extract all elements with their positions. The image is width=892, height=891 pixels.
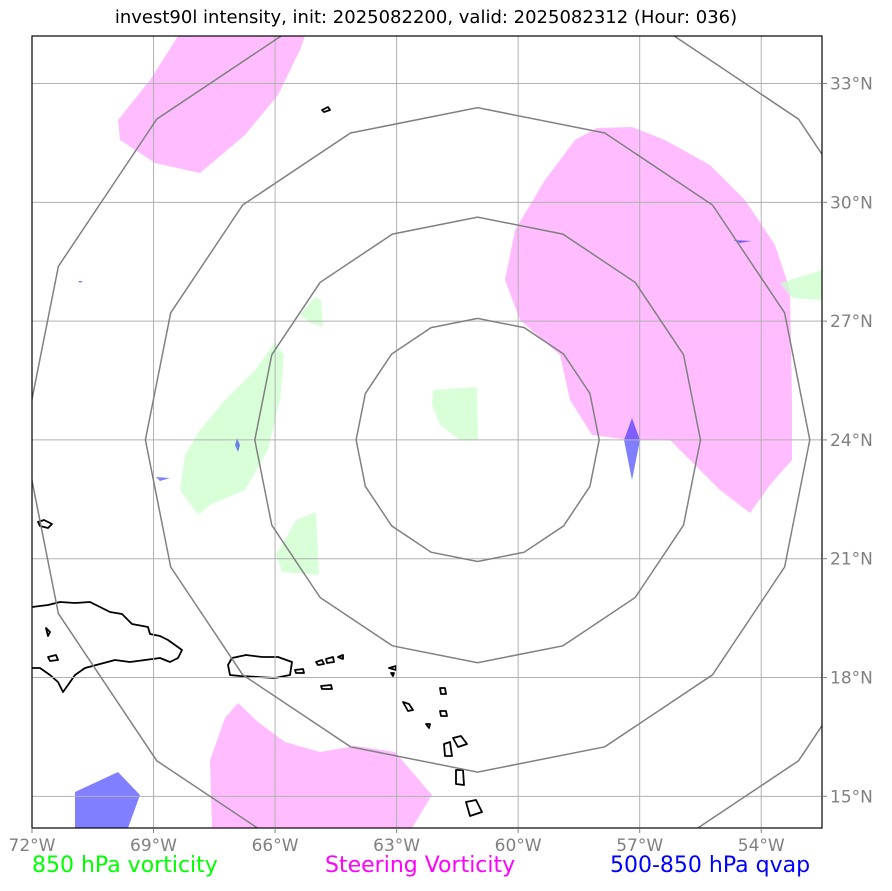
lat-tick-label: 21°N xyxy=(830,550,873,570)
coastline-small-island-7 xyxy=(337,654,344,660)
lat-tick-label: 27°N xyxy=(830,312,873,332)
steering-vorticity-area-nw xyxy=(118,36,305,173)
qvap-area-spike xyxy=(624,418,640,480)
range-ring xyxy=(32,36,822,828)
lon-tick-label: 66°W xyxy=(252,836,299,856)
steering-vorticity-area-east xyxy=(505,127,792,513)
coastline-small-island-13 xyxy=(402,701,414,712)
coastline-small-island-19 xyxy=(465,799,483,817)
legend-850-hpa-vorticity: 850 hPa vorticity xyxy=(32,853,218,878)
qvap-area-small-west xyxy=(235,438,240,452)
vorticity-850-area-small-north xyxy=(300,297,323,327)
lon-tick-label: 60°W xyxy=(495,836,542,856)
coastline-small-island-4 xyxy=(294,668,305,674)
coastline-small-island-15 xyxy=(425,723,431,729)
map-title: invest90l intensity, init: 2025082200, v… xyxy=(114,7,738,28)
legend-qvap: 500-850 hPa qvap xyxy=(610,853,811,878)
lon-tick-label: 54°W xyxy=(738,836,785,856)
coastline-small-island-3 xyxy=(45,627,51,637)
coastline-small-island-16 xyxy=(452,735,468,748)
coastline-small-island-8 xyxy=(320,684,333,690)
legend-steering-vorticity: Steering Vorticity xyxy=(325,853,516,878)
vorticity-850-areas xyxy=(180,270,822,575)
coastline-small-island-14 xyxy=(439,710,448,717)
map-frame xyxy=(31,35,823,829)
lat-tick-label: 24°N xyxy=(830,431,873,451)
steering-vorticity-area-south xyxy=(210,703,432,828)
lon-tick-label: 63°W xyxy=(373,836,420,856)
coastline-small-island-5 xyxy=(315,659,325,666)
lat-tick-label: 15°N xyxy=(830,787,873,807)
vorticity-850-area-south xyxy=(276,512,319,575)
qvap-area-dash-east xyxy=(733,240,752,243)
lon-tick-label: 72°W xyxy=(9,836,56,856)
lon-tick-label: 57°W xyxy=(616,836,663,856)
lon-tick-label: 69°W xyxy=(130,836,177,856)
coastline-small-island-17 xyxy=(443,741,453,757)
coastline-small-island-10 xyxy=(388,665,397,671)
coastline-puerto-rico xyxy=(227,654,293,679)
vorticity-850-area-west xyxy=(180,342,284,515)
coastline-small-island-1 xyxy=(47,654,59,662)
coastline-small-island-6 xyxy=(325,656,335,664)
lat-tick-label: 18°N xyxy=(830,669,873,689)
lat-tick-label: 30°N xyxy=(830,193,873,213)
coastline-small-island-18 xyxy=(455,769,465,786)
qvap-areas xyxy=(75,240,752,828)
range-ring xyxy=(254,216,702,664)
qvap-area-dot xyxy=(78,281,83,283)
coastlines xyxy=(32,106,483,817)
range-rings xyxy=(32,36,822,828)
vorticity-850-area-center xyxy=(432,387,478,440)
qvap-area-south-west xyxy=(75,772,140,828)
vorticity-850-area-east-edge xyxy=(780,270,822,300)
coastline-hispaniola xyxy=(32,601,183,693)
lat-tick-label: 33°N xyxy=(830,75,873,95)
coastline-small-island-12 xyxy=(439,687,447,695)
coastline-small-island-9 xyxy=(321,106,331,113)
graticule xyxy=(32,36,822,828)
coastline-small-island-11 xyxy=(390,672,395,677)
range-ring xyxy=(355,317,600,563)
range-ring xyxy=(144,106,811,773)
coastline-small-island-2 xyxy=(37,519,53,529)
qvap-area-dash-west xyxy=(156,477,170,481)
